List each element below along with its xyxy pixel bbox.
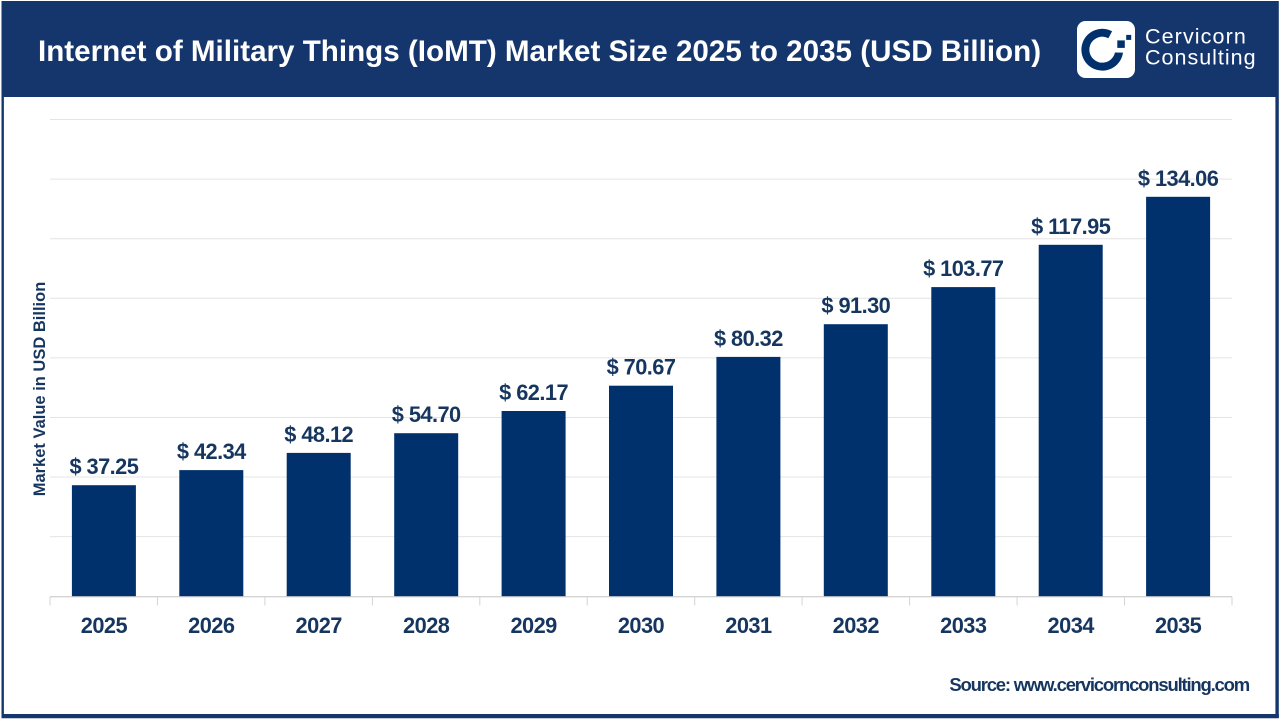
- svg-text:$ 37.25: $ 37.25: [69, 454, 138, 479]
- svg-text:Cervicorn: Cervicorn: [1145, 25, 1247, 49]
- svg-text:Consulting: Consulting: [1145, 46, 1257, 70]
- svg-text:Source: www.cervicornconsultin: Source: www.cervicornconsulting.com: [949, 674, 1249, 695]
- svg-text:Internet of Military Things (I: Internet of Military Things (IoMT) Marke…: [38, 35, 1041, 68]
- svg-text:2030: 2030: [618, 613, 665, 638]
- svg-text:2034: 2034: [1048, 613, 1095, 638]
- svg-text:$ 42.34: $ 42.34: [177, 439, 246, 464]
- svg-text:$ 134.06: $ 134.06: [1138, 166, 1219, 191]
- svg-text:Market Value in USD Billion: Market Value in USD Billion: [31, 282, 49, 497]
- svg-text:2028: 2028: [403, 613, 450, 638]
- svg-text:2031: 2031: [725, 613, 772, 638]
- svg-text:2032: 2032: [833, 613, 880, 638]
- svg-text:$ 48.12: $ 48.12: [284, 422, 353, 447]
- svg-text:$ 91.30: $ 91.30: [821, 293, 890, 318]
- svg-text:$ 62.17: $ 62.17: [499, 380, 568, 405]
- svg-text:2029: 2029: [510, 613, 557, 638]
- svg-text:2035: 2035: [1155, 613, 1202, 638]
- svg-text:$ 54.70: $ 54.70: [392, 402, 461, 427]
- svg-text:2026: 2026: [188, 613, 235, 638]
- svg-text:$ 70.67: $ 70.67: [607, 355, 676, 380]
- svg-text:$ 80.32: $ 80.32: [714, 326, 783, 351]
- svg-text:2033: 2033: [940, 613, 987, 638]
- svg-text:$ 117.95: $ 117.95: [1031, 214, 1111, 239]
- svg-text:2027: 2027: [296, 613, 343, 638]
- svg-text:$ 103.77: $ 103.77: [923, 256, 1004, 281]
- svg-text:2025: 2025: [81, 613, 128, 638]
